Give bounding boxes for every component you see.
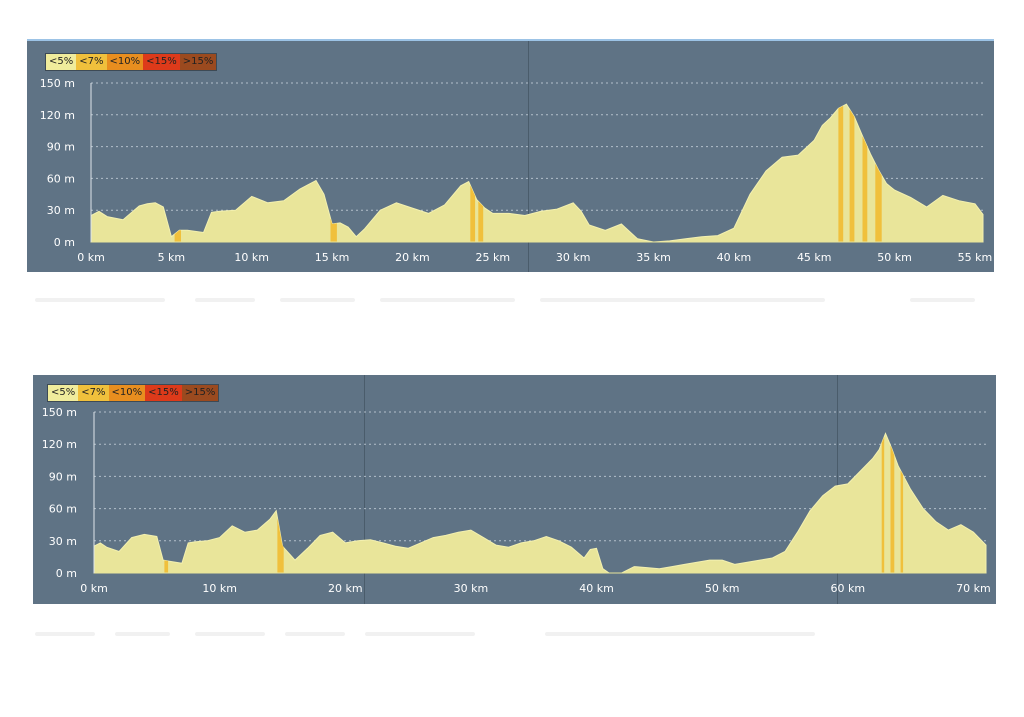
elevation-chart-2: <5% <7% <10% <15% >15% 0 m 30 m 60 m 90 m 12… xyxy=(33,375,996,604)
legend-item-lt7: <7% xyxy=(78,385,109,401)
x-tick-label: 20 km xyxy=(395,251,430,264)
x-tick-label: 40 km xyxy=(579,582,614,595)
steep-grade-segment xyxy=(164,560,169,573)
faint-caption xyxy=(285,632,345,636)
legend-item-lt10: <10% xyxy=(106,54,144,70)
x-tick-label: 10 km xyxy=(202,582,237,595)
faint-caption xyxy=(540,298,825,302)
y-tick-label: 60 m xyxy=(49,503,77,516)
y-tick-label: 90 m xyxy=(49,470,77,483)
x-tick-label: 50 km xyxy=(877,251,912,264)
steep-grade-segment xyxy=(330,218,337,242)
grade-legend: <5% <7% <10% <15% >15% xyxy=(47,384,220,402)
legend-item-gt15: >15% xyxy=(179,54,217,70)
legend-item-lt5: <5% xyxy=(46,54,77,70)
x-tick-label: 0 km xyxy=(77,251,105,264)
faint-caption xyxy=(380,298,515,302)
y-tick-label: 30 m xyxy=(47,204,75,217)
x-tick-label: 30 km xyxy=(556,251,591,264)
y-tick-label: 120 m xyxy=(42,438,77,451)
x-tick-label: 50 km xyxy=(705,582,740,595)
elevation-area xyxy=(93,432,987,574)
faint-caption xyxy=(365,632,475,636)
x-tick-label: 20 km xyxy=(328,582,363,595)
steep-grade-segment xyxy=(470,185,476,242)
y-tick-label: 150 m xyxy=(42,406,77,419)
y-tick-label: 0 m xyxy=(56,567,77,580)
steep-grade-segment xyxy=(862,136,868,242)
steep-grade-segment xyxy=(838,105,844,243)
elevation-chart-1: <5% <7% <10% <15% >15% 0 m 30 m 60 m 90 m 12… xyxy=(27,39,994,272)
steep-grade-segment xyxy=(277,517,284,573)
steep-grade-segment xyxy=(174,230,181,242)
elevation-area xyxy=(90,103,984,243)
legend-item-lt15: <15% xyxy=(143,54,180,70)
x-tick-label: 10 km xyxy=(234,251,269,264)
divider xyxy=(364,375,365,604)
faint-caption xyxy=(910,298,975,302)
x-tick-label: 40 km xyxy=(717,251,752,264)
chart-plot-1: 0 m 30 m 60 m 90 m 120 m 150 m 0 km 5 km 10 km 15… xyxy=(40,77,993,264)
x-tick-label: 60 km xyxy=(831,582,866,595)
steep-grade-segment xyxy=(881,436,885,573)
grade-legend: <5% <7% <10% <15% >15% xyxy=(45,53,218,71)
y-tick-label: 120 m xyxy=(40,109,75,122)
y-tick-label: 30 m xyxy=(49,535,77,548)
faint-caption xyxy=(280,298,355,302)
steep-grade-segment xyxy=(875,163,882,242)
steep-grade-segment xyxy=(849,109,855,242)
y-tick-label: 150 m xyxy=(40,77,75,90)
x-tick-label: 0 km xyxy=(80,582,108,595)
x-tick-label: 55 km xyxy=(958,251,993,264)
steep-grade-segment xyxy=(478,201,484,242)
x-tick-label: 25 km xyxy=(476,251,511,264)
faint-caption xyxy=(115,632,170,636)
legend-item-lt7: <7% xyxy=(76,54,107,70)
legend-item-lt15: <15% xyxy=(145,385,182,401)
steep-grade-segment xyxy=(900,470,904,573)
chart-plot-2: 0 m 30 m 60 m 90 m 120 m 150 m 0 km 10 km 20 km 3… xyxy=(42,406,991,595)
legend-item-gt15: >15% xyxy=(181,385,219,401)
faint-caption xyxy=(35,632,95,636)
y-tick-label: 60 m xyxy=(47,172,75,185)
y-tick-label: 0 m xyxy=(54,236,75,249)
faint-caption xyxy=(35,298,165,302)
legend-item-lt5: <5% xyxy=(48,385,79,401)
x-tick-label: 5 km xyxy=(158,251,186,264)
y-tick-label: 90 m xyxy=(47,141,75,154)
x-tick-label: 45 km xyxy=(797,251,832,264)
divider xyxy=(528,41,529,272)
x-tick-label: 15 km xyxy=(315,251,350,264)
x-tick-label: 30 km xyxy=(454,582,489,595)
x-tick-label: 35 km xyxy=(636,251,671,264)
legend-item-lt10: <10% xyxy=(108,385,146,401)
steep-grade-segment xyxy=(890,445,895,573)
x-tick-label: 70 km xyxy=(956,582,991,595)
faint-caption xyxy=(545,632,815,636)
faint-caption xyxy=(195,298,255,302)
faint-caption xyxy=(195,632,265,636)
